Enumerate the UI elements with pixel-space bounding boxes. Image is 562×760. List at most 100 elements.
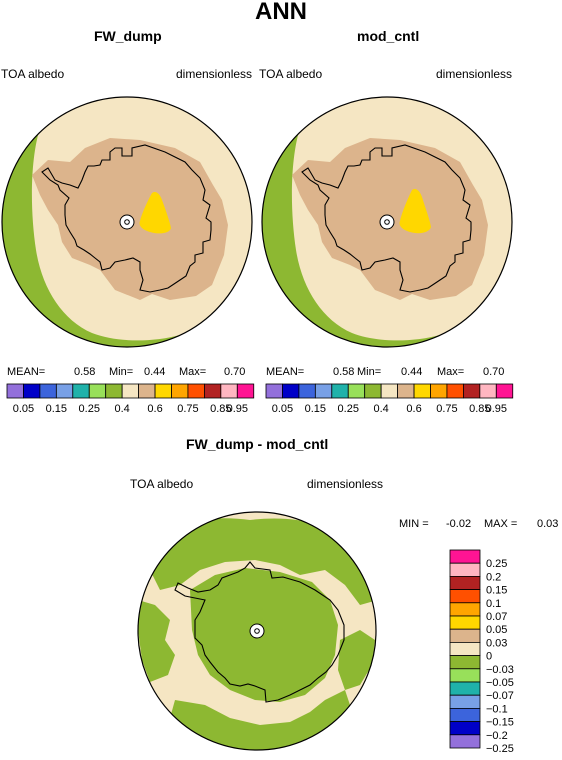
diff-min-value: -0.02 xyxy=(446,518,472,530)
diff-colorbar-tick-label-13: −0.2 xyxy=(486,730,508,742)
panel-1-title: FW_dump xyxy=(94,28,162,44)
panel-2-colorbar-swatch-10 xyxy=(430,383,448,399)
panel-2-colorbar-tick-label-4: 0.6 xyxy=(406,403,421,415)
panel-2-min-label: Min= xyxy=(357,366,382,378)
panel-2-colorbar-tick-label-0: 0.05 xyxy=(272,403,293,415)
panel-2-pole-dot xyxy=(384,219,390,225)
diff-colorbar-tick-label-4: 0.07 xyxy=(486,611,507,623)
panel-1-domain-outline xyxy=(41,144,212,293)
panel-1-pole-marker xyxy=(119,214,135,230)
diff-colorbar: 0.250.20.150.10.070.050.030−0.03−0.05−0.… xyxy=(449,549,514,755)
panel-1-colorbar: 0.05 0.15 0.25 0.4 0.6 0.75 0.850.95 xyxy=(6,383,255,415)
panel-1-min-label: Min= xyxy=(109,366,134,378)
panel-2-mean-value: 0.58 xyxy=(333,366,355,378)
panel-2-colorbar-swatch-13 xyxy=(479,383,497,399)
diff-colorbar-swatch-1 xyxy=(449,562,481,577)
panel-2-colorbar-swatch-0 xyxy=(265,383,283,399)
diff-colorbar-swatch-2 xyxy=(449,576,481,591)
diff-pole-dot xyxy=(254,628,260,634)
panel-1-max-value: 0.70 xyxy=(224,366,246,378)
diff-colorbar-tick-label-3: 0.1 xyxy=(486,598,501,610)
panel-2-colorbar-swatch-11 xyxy=(446,383,464,399)
panel-1-colorbar-tick-label-0: 0.05 xyxy=(13,403,34,415)
panel-2-map-border xyxy=(261,96,513,348)
panel-2-colorbar-tick-label-1: 0.15 xyxy=(305,403,326,415)
panel-1-colorbar-tick-label-3: 0.4 xyxy=(115,403,130,415)
diff-region-green-east xyxy=(338,630,375,690)
panel-2-colorbar-swatch-2 xyxy=(298,383,316,399)
diff-colorbar-swatch-13 xyxy=(449,721,481,736)
panel-2-map xyxy=(261,96,513,348)
diff-colorbar-swatch-6 xyxy=(449,628,481,643)
panel-2-colorbar-tick-label-5: 0.75 xyxy=(436,403,457,415)
panel-2-mean-label: MEAN= xyxy=(266,366,305,378)
diff-panel-units: dimensionless xyxy=(307,477,384,491)
panel-1-mean-label: MEAN= xyxy=(7,366,46,378)
panel-1-colorbar-swatch-1 xyxy=(23,383,41,399)
diff-colorbar-tick-label-12: −0.15 xyxy=(486,717,514,729)
panel-2-title: mod_cntl xyxy=(357,28,420,44)
panel-1-colorbar-swatch-5 xyxy=(88,383,107,399)
diff-colorbar-tick-label-5: 0.05 xyxy=(486,624,507,636)
main-title: ANN xyxy=(255,0,307,25)
panel-1-colorbar-tick-label-4: 0.6 xyxy=(147,403,162,415)
panel-1-colorbar-swatch-3 xyxy=(55,383,74,399)
panel-1-colorbar-swatch-2 xyxy=(39,383,57,399)
diff-panel-title: FW_dump - mod_cntl xyxy=(186,436,329,452)
panel-1-colorbar-swatch-11 xyxy=(187,383,205,399)
panel-1-variable: TOA albedo xyxy=(1,67,65,81)
diff-pole-marker xyxy=(249,623,265,639)
panel-2-colorbar-swatch-14 xyxy=(495,383,514,399)
panel-1-map xyxy=(1,96,253,348)
panel-1-colorbar-tick-label-2: 0.25 xyxy=(79,403,100,415)
diff-colorbar-tick-label-10: −0.07 xyxy=(486,690,514,702)
diff-colorbar-tick-label-1: 0.2 xyxy=(486,571,501,583)
panel-2-colorbar-tick-label-7: 0.95 xyxy=(486,403,507,415)
diff-domain-outline xyxy=(174,561,345,703)
diff-colorbar-swatch-0 xyxy=(449,549,481,564)
diff-colorbar-tick-label-0: 0.25 xyxy=(486,558,507,570)
diff-region-green-west xyxy=(138,600,175,682)
panel-1-colorbar-swatch-6 xyxy=(105,383,123,399)
panel-2-colorbar-swatch-5 xyxy=(347,383,366,399)
diff-map-border xyxy=(137,511,377,751)
diff-colorbar-swatch-4 xyxy=(449,602,481,617)
panel-2-pole-marker xyxy=(379,214,395,230)
diff-colorbar-swatch-8 xyxy=(449,655,481,670)
panel-1-colorbar-swatch-0 xyxy=(6,383,24,399)
panel-2-colorbar-swatch-7 xyxy=(380,383,398,399)
diff-colorbar-swatch-3 xyxy=(449,589,481,604)
diff-colorbar-tick-label-14: −0.25 xyxy=(486,743,514,755)
panel-1-pole-dot xyxy=(124,219,130,225)
panel-1-colorbar-swatch-12 xyxy=(203,383,222,399)
diff-colorbar-swatch-9 xyxy=(449,668,481,683)
panel-2-colorbar-swatch-6 xyxy=(364,383,382,399)
diff-colorbar-swatch-5 xyxy=(449,615,481,630)
panel-2-max-value: 0.70 xyxy=(483,366,505,378)
diff-map xyxy=(137,511,377,751)
panel-2-colorbar-tick-label-3: 0.4 xyxy=(374,403,389,415)
panel-1-colorbar-tick-label-6: 0.85 xyxy=(210,403,231,415)
panel-1-colorbar-tick-label-7: 0.95 xyxy=(227,403,248,415)
panel-2-colorbar-tick-label-6: 0.85 xyxy=(469,403,490,415)
diff-colorbar-tick-label-6: 0.03 xyxy=(486,637,507,649)
panel-1-colorbar-swatch-14 xyxy=(236,383,255,399)
panel-1-colorbar-swatch-9 xyxy=(154,383,172,399)
panel-2-colorbar-tick-label-2: 0.25 xyxy=(338,403,359,415)
diff-colorbar-tick-label-8: −0.03 xyxy=(486,664,514,676)
diff-min-label: MIN = xyxy=(399,518,429,530)
panel-2-colorbar-swatch-8 xyxy=(397,383,415,399)
panel-1-map-border xyxy=(1,96,253,348)
panel-1-min-value: 0.44 xyxy=(144,366,166,378)
panel-1-mean-value: 0.58 xyxy=(74,366,96,378)
diff-colorbar-swatch-12 xyxy=(449,708,481,723)
diff-colorbar-swatch-11 xyxy=(449,694,481,709)
panel-2-variable: TOA albedo xyxy=(259,67,323,81)
diff-region-green-center xyxy=(190,568,338,702)
diff-panel-variable: TOA albedo xyxy=(130,477,194,491)
panel-1-max-label: Max= xyxy=(179,366,207,378)
panel-1-colorbar-swatch-10 xyxy=(171,383,189,399)
panel-2-colorbar-swatch-4 xyxy=(331,383,349,399)
panel-2-max-label: Max= xyxy=(437,366,465,378)
